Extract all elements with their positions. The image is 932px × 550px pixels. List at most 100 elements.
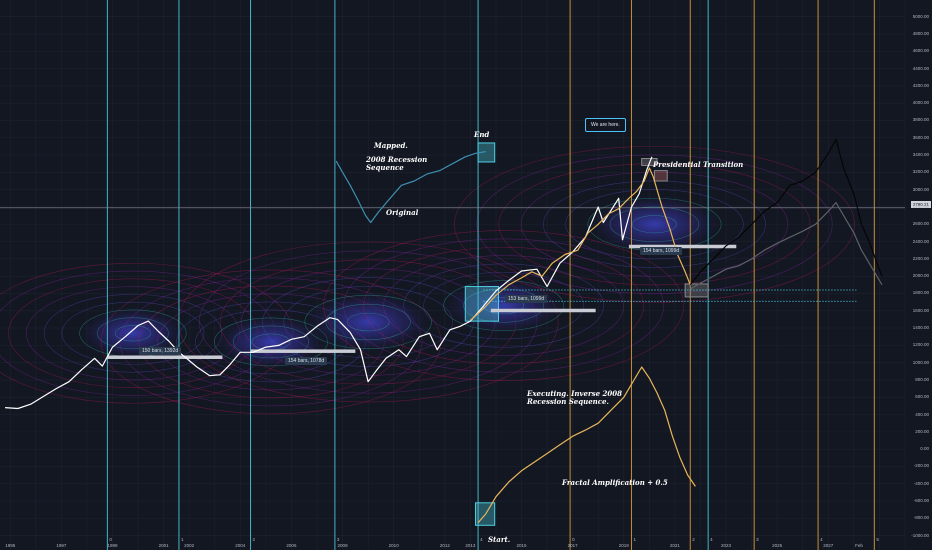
x-tick-label: 2021: [669, 543, 680, 548]
y-tick-label: 800.00: [915, 376, 929, 382]
x-tick-label: 1995: [5, 543, 16, 548]
series-projection-gold-top: [469, 167, 691, 321]
x-tick-label: 2001: [158, 543, 169, 548]
fractal-ring: [323, 230, 684, 381]
fractal-ring: [114, 325, 152, 342]
y-tick-label: 1800.00: [912, 290, 929, 296]
y-tick-label: -200.00: [913, 463, 929, 469]
y-tick-label: 200.00: [915, 428, 929, 434]
fractal-ring: [383, 255, 624, 356]
cycle-line-number: 2: [692, 537, 695, 542]
y-tick-label: 4000.00: [912, 100, 929, 106]
cycle-line-number: 3: [756, 537, 759, 542]
cycle-line-number: 2: [252, 537, 256, 542]
bar-range-tag-1: 150 bars, 1392d: [139, 347, 182, 355]
cycle-line-number: 1: [633, 537, 636, 542]
fractal-ring: [325, 303, 411, 341]
y-tick-label: -800.00: [913, 515, 929, 521]
fractal-ring: [343, 238, 664, 373]
x-tick-label: 2004: [235, 543, 246, 548]
annotation-executing: Executing. Inverse 2008 Recession Sequen…: [527, 389, 622, 406]
fractal-ring: [346, 312, 390, 332]
fractal-ring: [631, 215, 677, 234]
x-tick-label: 1997: [56, 543, 67, 548]
cycle-line-number: 4: [480, 537, 483, 542]
cycle-line-number: 5: [876, 537, 879, 542]
y-tick-label: 3200.00: [912, 169, 929, 175]
fractal-ring: [454, 145, 855, 303]
annotation-presidential-transition: Presidential Transition: [653, 160, 744, 169]
y-tick-label: 4200.00: [912, 82, 929, 88]
x-tick-label: 2027: [823, 543, 834, 548]
x-tick-label: 1999: [107, 543, 118, 548]
series-projection-black: [689, 138, 883, 286]
annotation-fractal-amplification: Fractal Amplification + 0.5: [562, 478, 668, 487]
cycle-line-number: 0: [572, 537, 575, 542]
range-bar: [107, 355, 223, 359]
range-bar: [628, 244, 737, 249]
range-bar: [250, 349, 356, 353]
fractal-ring: [97, 317, 169, 350]
y-tick-label: 2400.00: [912, 238, 929, 244]
callout-we-are-here: We are here.: [585, 118, 626, 132]
y-tick-label: -600.00: [913, 498, 929, 504]
y-tick-label: 4600.00: [912, 48, 929, 54]
x-tick-label: 2013: [465, 543, 476, 548]
x-tick-label: 2025: [772, 543, 783, 548]
annotation-end: End: [474, 130, 490, 139]
x-tick-label: 2010: [388, 543, 399, 548]
y-tick-label: 5000.00: [912, 13, 929, 19]
cycle-line-number: 3: [336, 537, 340, 542]
fractal-ring: [363, 246, 644, 365]
series-mapped-2008-sequence: [335, 151, 486, 224]
y-tick-label: 1000.00: [912, 359, 929, 365]
series-inverse-2008-sequence: [477, 366, 696, 524]
y-tick-label: 4800.00: [912, 30, 929, 36]
fractal-ring: [565, 189, 744, 260]
y-tick-label: 400.00: [915, 411, 929, 417]
ring-glow: [440, 275, 567, 336]
cycle-line-number: 0: [109, 537, 112, 542]
y-tick-label: 4400.00: [912, 65, 929, 71]
y-tick-label: 3400.00: [912, 152, 929, 158]
series-group: [5, 138, 883, 524]
y-tick-label: -400.00: [913, 480, 929, 486]
fractal-ring: [443, 280, 564, 331]
y-tick-label: 1600.00: [912, 307, 929, 313]
range-bar: [490, 308, 596, 313]
cycle-line-number: 1: [180, 537, 184, 542]
fractal-ring: [304, 295, 432, 349]
fractal-ring: [119, 277, 423, 407]
x-tick-label: 2012: [439, 543, 450, 548]
ring-glow: [211, 313, 331, 371]
x-tick-label: 2017: [567, 543, 578, 548]
highlight-box: [464, 286, 500, 322]
fractal-ring: [498, 163, 811, 286]
current-price-badge: 2790.21: [910, 201, 931, 208]
annotation-mapped: Mapped.: [374, 141, 408, 150]
y-tick-label: 2200.00: [912, 255, 929, 261]
fractal-ring: [177, 241, 559, 403]
y-tick-label: 3000.00: [912, 186, 929, 192]
x-tick-label: Feb: [855, 543, 863, 548]
bar-range-tag-2: 154 bars, 1078d: [285, 357, 328, 365]
bar-range-tag-4: 154 bars, 1099d: [640, 247, 683, 255]
highlight-boxes: [0, 142, 905, 526]
annotation-start: Start.: [488, 535, 511, 544]
bar-range-tag-3: 153 bars, 1099d: [505, 295, 548, 303]
fractal-ring: [403, 263, 604, 348]
annotation-2008-recession-sequence: 2008 Recession Sequence: [366, 155, 428, 172]
series-price: [5, 156, 653, 410]
x-tick-label: 2002: [184, 543, 195, 548]
highlight-box: [653, 170, 668, 182]
fractal-ring: [423, 271, 584, 340]
x-tick-label: 2006: [286, 543, 297, 548]
fractal-ring: [476, 154, 833, 294]
vertical-cycle-lines: [106, 0, 875, 550]
y-tick-label: 3800.00: [912, 117, 929, 123]
fractal-ring: [232, 325, 310, 359]
fractal-ring: [61, 301, 205, 365]
highlight-box: [684, 283, 709, 298]
cycle-line-number: 4: [820, 537, 823, 542]
fractal-ring: [100, 269, 442, 415]
